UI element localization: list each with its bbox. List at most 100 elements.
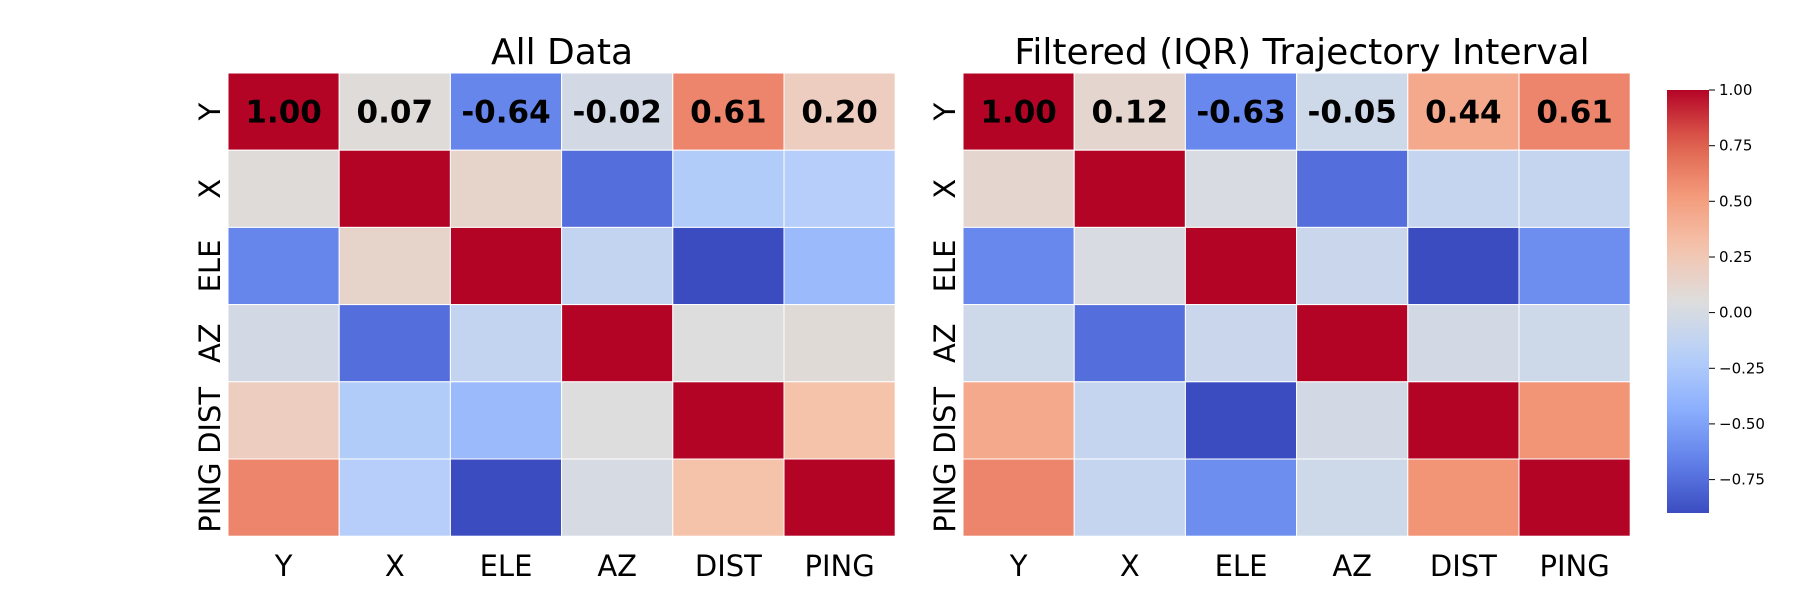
heatmap-cell: [561, 72, 674, 151]
heatmap-cell: [1296, 381, 1409, 460]
colorbar-tick-label: 0.25: [1719, 248, 1752, 266]
x-tick-label: X: [1120, 549, 1140, 583]
heatmap-cell: [338, 304, 451, 383]
colorbar-tick-label: 1.00: [1719, 81, 1752, 99]
heatmap-cell: [561, 458, 674, 537]
heatmap-cell: [1073, 458, 1186, 537]
y-tick-label: ELE: [193, 240, 227, 293]
heatmap-cell: [1518, 72, 1631, 151]
x-tick-label: AZ: [597, 549, 637, 583]
heatmap-cell: [449, 226, 563, 306]
heatmap-cell: [1407, 381, 1520, 460]
heatmap-cell: [1518, 381, 1631, 460]
heatmap-cell: [1518, 304, 1631, 383]
heatmap-panel-filtered-iqr: Filtered (IQR) Trajectory Interval Y X ELE…: [928, 32, 1631, 583]
heatmap-cell: [962, 149, 1075, 228]
heatmap-cell: [1296, 304, 1409, 383]
cell-annotation: 0.07: [357, 95, 434, 131]
heatmap-cell: [962, 458, 1075, 537]
y-tick-label: DIST: [193, 387, 227, 454]
heatmap-cell: [1184, 381, 1298, 460]
x-tick-label: Y: [1009, 549, 1028, 583]
heatmap-cell: [962, 72, 1075, 151]
panel-title: All Data: [491, 32, 633, 73]
heatmap-cell: [561, 226, 674, 306]
heatmap-cell: [227, 381, 340, 460]
heatmap-cell: [783, 226, 896, 306]
heatmap-cell: [1518, 458, 1631, 537]
heatmap-cell: [1407, 226, 1520, 306]
heatmap-cell: [338, 381, 451, 460]
heatmap-cell: [1296, 149, 1409, 228]
colorbar-tick-label: 0.00: [1719, 304, 1752, 322]
heatmap-cell: [1073, 381, 1186, 460]
heatmap-cell: [1073, 304, 1186, 383]
x-tick-label: PING: [1539, 549, 1609, 583]
heatmap-cell: [1407, 304, 1520, 383]
heatmap-cell: [1518, 226, 1631, 306]
x-tick-label: DIST: [695, 549, 762, 583]
y-tick-label: AZ: [928, 323, 962, 363]
x-tick-label: AZ: [1332, 549, 1372, 583]
heatmap-cell: [227, 458, 340, 537]
heatmap-cell: [227, 149, 340, 228]
x-tick-label: ELE: [480, 549, 533, 583]
y-tick-label: PING: [928, 462, 962, 532]
colorbar-tick-label: 0.75: [1719, 137, 1752, 155]
heatmap-cell: [1296, 226, 1409, 306]
x-tick-label: Y: [274, 549, 293, 583]
cell-annotation: 1.00: [980, 95, 1057, 131]
colorbar-tick-label: 0.50: [1719, 192, 1752, 210]
y-tick-labels: Y X ELE AZ DIST PING: [193, 102, 227, 532]
heatmap-cell: [672, 149, 785, 228]
heatmap-cell: [783, 458, 896, 537]
heatmap-cell: [783, 381, 896, 460]
heatmap-cell: [1407, 72, 1520, 151]
heatmap-cell: [561, 381, 674, 460]
heatmap-cell: [227, 304, 340, 383]
heatmap-cell: [672, 226, 785, 306]
cell-annotation: -0.63: [1196, 95, 1285, 131]
heatmap-cell: [1184, 226, 1298, 306]
heatmap-cell: [561, 149, 674, 228]
heatmap-cell: [962, 226, 1075, 306]
colorbar-gradient: [1667, 90, 1709, 513]
x-tick-label: ELE: [1215, 549, 1268, 583]
y-tick-label: X: [928, 179, 962, 199]
x-tick-labels: Y X ELE AZ DIST PING: [1009, 549, 1610, 583]
heatmap-cells: [227, 72, 896, 537]
heatmap-cell: [227, 226, 340, 306]
panel-title: Filtered (IQR) Trajectory Interval: [1014, 32, 1589, 73]
colorbar-tick-label: −0.50: [1719, 415, 1765, 433]
heatmap-cell: [672, 458, 785, 537]
cell-annotation: 1.00: [245, 95, 322, 131]
cell-annotation: 0.61: [690, 95, 767, 131]
y-tick-label: AZ: [193, 323, 227, 363]
heatmap-cell: [561, 304, 674, 383]
heatmap-cell: [962, 381, 1075, 460]
heatmap-cell: [1073, 226, 1186, 306]
heatmap-cell: [1073, 149, 1186, 228]
y-tick-label: Y: [193, 102, 227, 121]
heatmap-cell: [1407, 149, 1520, 228]
heatmap-cell: [338, 458, 451, 537]
y-tick-label: X: [193, 179, 227, 199]
x-tick-label: X: [385, 549, 405, 583]
cell-annotation: 0.12: [1092, 95, 1169, 131]
heatmap-cell: [338, 226, 451, 306]
heatmap-cell: [1518, 149, 1631, 228]
heatmap-cell: [449, 72, 563, 151]
y-tick-label: PING: [193, 462, 227, 532]
heatmap-cell: [449, 458, 563, 537]
y-tick-label: DIST: [928, 387, 962, 454]
heatmap-cell: [672, 304, 785, 383]
cell-annotation: 0.44: [1425, 95, 1502, 131]
heatmap-cell: [1184, 304, 1298, 383]
heatmap-cell: [449, 381, 563, 460]
cell-annotation: -0.64: [461, 95, 550, 131]
heatmap-cell: [1296, 458, 1409, 537]
heatmap-cell: [962, 304, 1075, 383]
heatmap-cell: [1184, 458, 1298, 537]
y-tick-label: Y: [928, 102, 962, 121]
cell-annotations: 1.00 0.12 -0.63 -0.05 0.44 0.61: [980, 95, 1613, 131]
